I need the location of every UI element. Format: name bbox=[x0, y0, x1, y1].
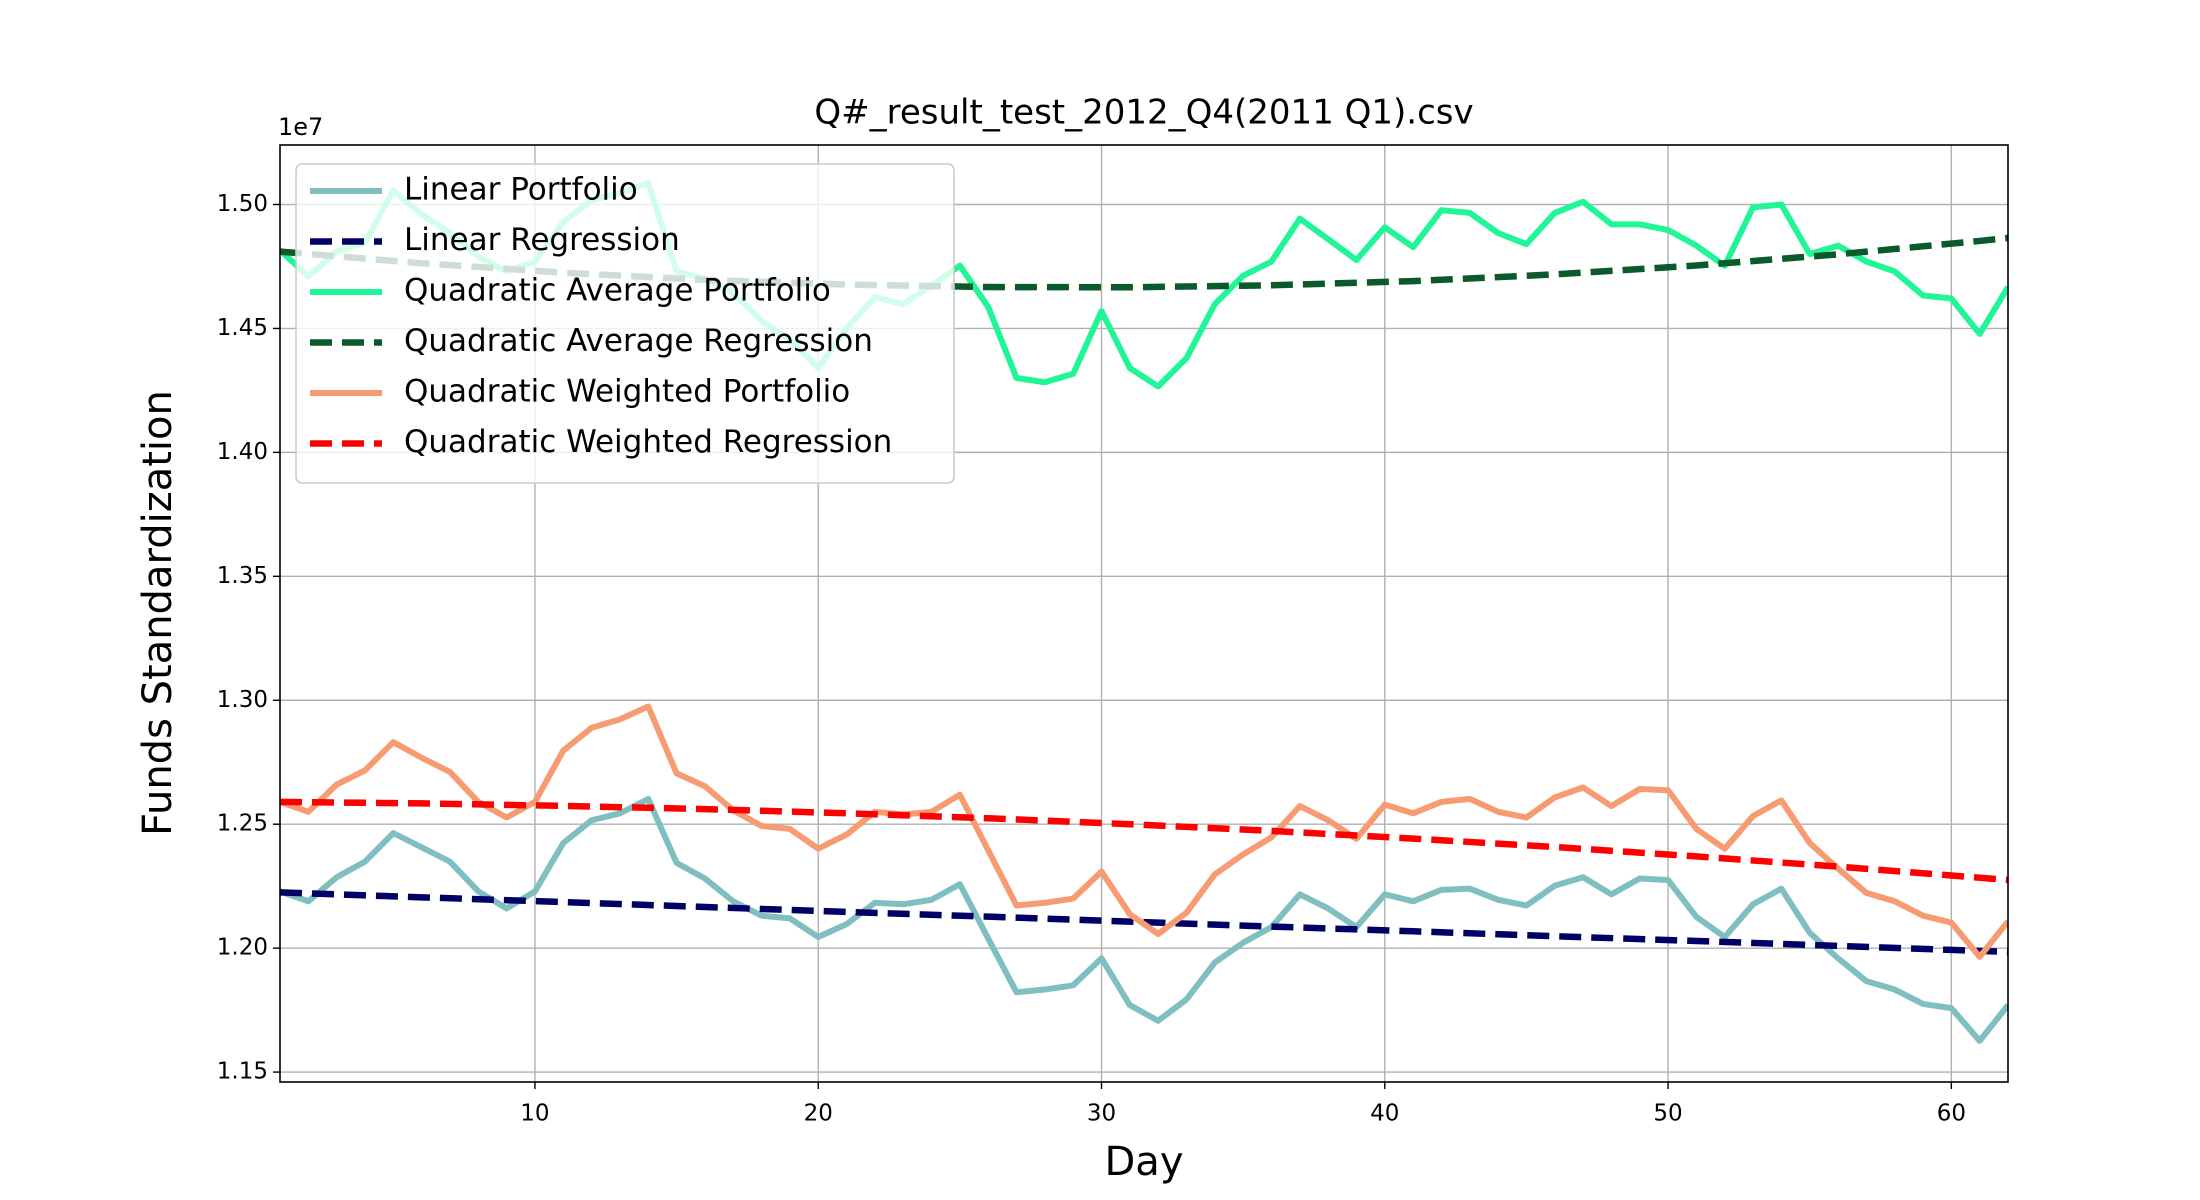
y-tick-label: 1.25 bbox=[217, 811, 268, 837]
y-axis-label: Funds Standardization bbox=[135, 390, 181, 836]
plot-frame bbox=[279, 144, 2009, 1083]
legend-box bbox=[295, 163, 955, 484]
legend-label: Quadratic Average Portfolio bbox=[404, 273, 831, 309]
x-tick-label: 40 bbox=[1370, 1101, 1399, 1127]
y-tick-label: 1.15 bbox=[217, 1059, 268, 1085]
y-offset-label: 1e7 bbox=[278, 113, 323, 141]
x-tick-label: 30 bbox=[1087, 1101, 1116, 1127]
legend-label: Linear Portfolio bbox=[404, 172, 638, 208]
legend-label: Linear Regression bbox=[404, 222, 680, 258]
y-tick-label: 1.30 bbox=[217, 687, 268, 713]
y-tick-label: 1.35 bbox=[217, 563, 268, 589]
y-tick-label: 1.45 bbox=[217, 315, 268, 341]
x-axis-label: Day bbox=[1105, 1139, 1184, 1185]
legend-label: Quadratic Average Regression bbox=[404, 323, 873, 359]
legend-label: Quadratic Weighted Regression bbox=[404, 424, 892, 460]
series-line bbox=[280, 889, 2008, 956]
x-tick-label: 60 bbox=[1937, 1101, 1966, 1127]
y-tick-label: 1.50 bbox=[217, 191, 268, 217]
series-line bbox=[280, 795, 2008, 1044]
series-line bbox=[280, 703, 2008, 960]
x-tick-label: 10 bbox=[520, 1101, 549, 1127]
chart-title: Q#_result_test_2012_Q4(2011 Q1).csv bbox=[814, 93, 1473, 133]
series-line bbox=[280, 798, 2008, 884]
x-tick-label: 20 bbox=[804, 1101, 833, 1127]
y-tick-label: 1.20 bbox=[217, 935, 268, 961]
legend-label: Quadratic Weighted Portfolio bbox=[404, 374, 850, 410]
x-tick-label: 50 bbox=[1653, 1101, 1682, 1127]
y-tick-label: 1.40 bbox=[217, 439, 268, 465]
